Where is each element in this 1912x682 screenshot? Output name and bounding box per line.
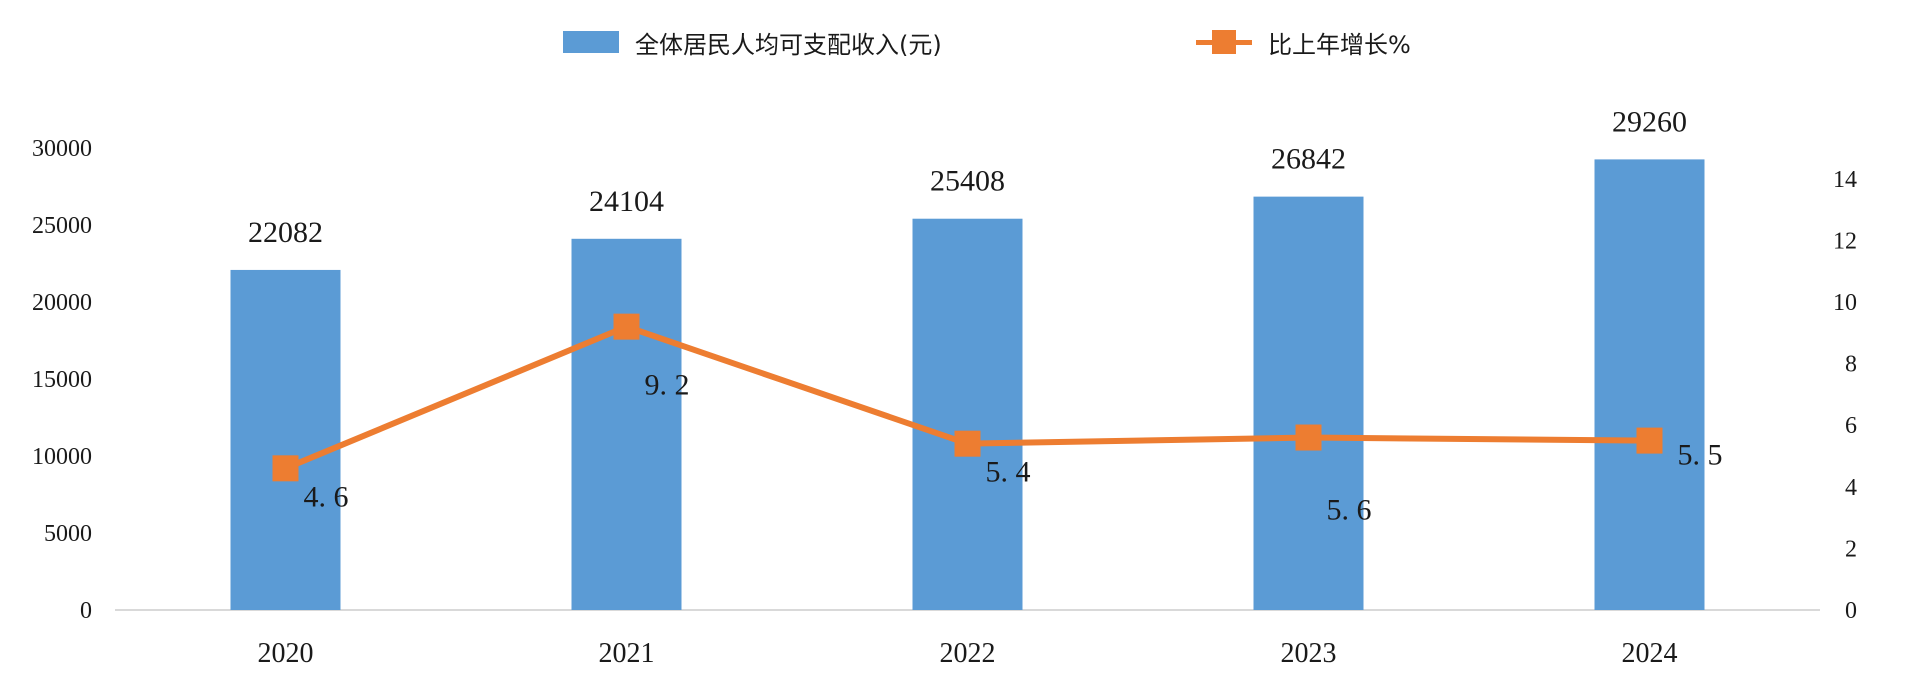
y-right-tick-label: 2	[1845, 536, 1857, 562]
bar	[230, 269, 341, 610]
y-right-tick-label: 4	[1845, 475, 1857, 501]
x-tick-label: 2020	[258, 638, 314, 669]
bar	[912, 218, 1023, 610]
y-left-tick-label: 20000	[32, 290, 92, 316]
x-tick-label: 2022	[940, 638, 996, 669]
legend: 全体居民人均可支配收入(元) 比上年增长%	[0, 14, 1912, 70]
bar-data-label: 25408	[930, 165, 1005, 198]
y-right-tick-label: 14	[1833, 167, 1857, 193]
line-data-label: 5. 4	[986, 456, 1031, 489]
line-point	[1636, 427, 1663, 454]
bar-data-label: 24104	[589, 185, 664, 218]
legend-swatch-bar	[563, 31, 619, 53]
y-right-tick-label: 12	[1833, 228, 1857, 254]
legend-item-income: 全体居民人均可支配收入(元)	[563, 14, 942, 70]
bar-data-label: 29260	[1612, 105, 1687, 138]
bar	[1253, 196, 1364, 611]
line-point	[1295, 424, 1322, 451]
line-data-label: 9. 2	[645, 369, 690, 402]
bar-data-label: 22082	[248, 216, 323, 249]
line-point	[954, 430, 981, 457]
y-left-tick-label: 5000	[44, 521, 92, 547]
x-tick-label: 2023	[1281, 638, 1337, 669]
y-left-tick-label: 0	[80, 598, 92, 624]
legend-label-growth: 比上年增长%	[1268, 30, 1411, 59]
y-left-tick-label: 25000	[32, 213, 92, 239]
y-right-tick-label: 8	[1845, 352, 1857, 378]
line-point	[613, 313, 640, 340]
line-data-label: 5. 6	[1327, 494, 1372, 527]
line-point	[272, 455, 299, 482]
x-tick-label: 2024	[1622, 638, 1678, 669]
y-left-tick-label: 30000	[32, 136, 92, 162]
bar	[571, 238, 682, 610]
bar	[1594, 159, 1705, 610]
y-left-tick-label: 10000	[32, 444, 92, 470]
line-data-label: 5. 5	[1678, 439, 1723, 472]
legend-label-income: 全体居民人均可支配收入(元)	[635, 30, 942, 59]
x-tick-label: 2021	[599, 638, 655, 669]
y-right-tick-label: 0	[1845, 598, 1857, 624]
legend-item-growth: 比上年增长%	[1196, 14, 1411, 70]
bar-data-label: 26842	[1271, 143, 1346, 176]
y-right-tick-label: 6	[1845, 413, 1857, 439]
y-right-tick-label: 10	[1833, 290, 1857, 316]
y-left-tick-label: 15000	[32, 367, 92, 393]
legend-swatch-line	[1196, 27, 1252, 57]
line-data-label: 4. 6	[304, 480, 349, 513]
